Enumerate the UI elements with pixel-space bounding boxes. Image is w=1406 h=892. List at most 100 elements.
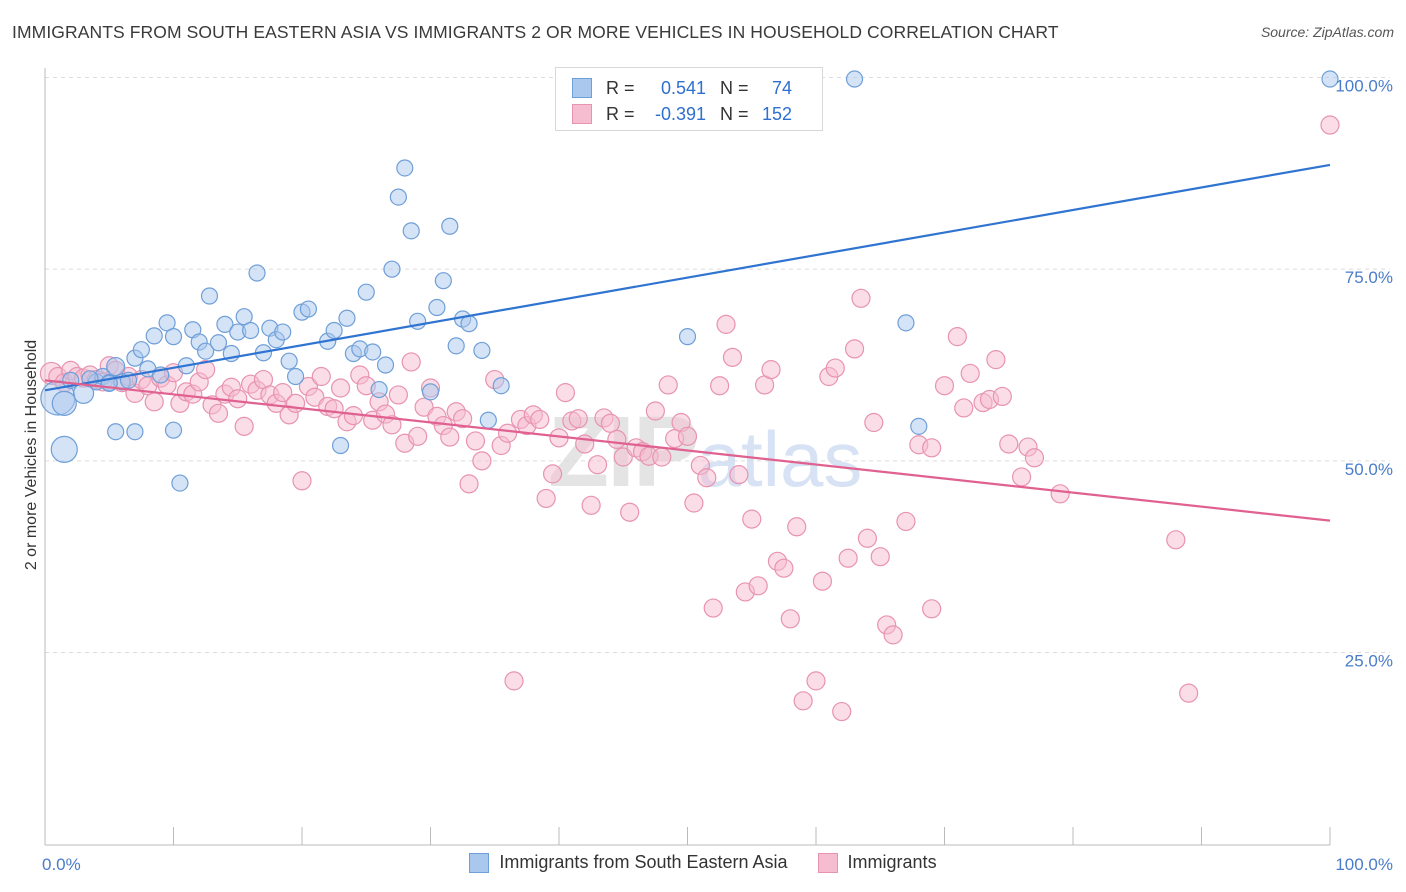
legend-item-south-eastern-asia[interactable]: Immigrants from South Eastern Asia [469,852,788,873]
data-point-south-eastern-asia [248,264,266,282]
data-point-immigrants [542,464,563,484]
data-point-immigrants [684,493,704,513]
data-point-south-eastern-asia [50,435,78,463]
data-point-immigrants [530,409,550,430]
data-point-immigrants [658,375,678,395]
gridlines [45,77,1390,654]
data-point-immigrants [652,447,672,467]
data-point-south-eastern-asia [897,314,915,332]
data-point-south-eastern-asia [242,321,260,340]
data-point-immigrants [806,671,826,691]
data-point-immigrants [555,383,576,403]
y-tick-label: 50.0% [1345,460,1393,479]
data-point-immigrants [388,385,408,405]
blue-swatch [572,78,592,98]
r-label: R = [606,103,635,124]
data-point-immigrants [922,438,942,458]
data-point-south-eastern-asia [447,337,465,355]
data-point-immigrants [330,378,351,398]
data-point-immigrants [472,451,492,471]
data-point-immigrants [1166,530,1186,550]
data-point-immigrants [459,474,479,494]
data-point-immigrants [851,288,871,308]
data-point-south-eastern-asia [132,341,150,359]
data-point-immigrants [234,416,254,436]
data-point-immigrants [504,671,524,691]
data-point-immigrants [498,423,518,443]
y-axis-label: 2 or more Vehicles in Household [23,340,40,570]
data-point-immigrants [748,576,768,596]
data-point-immigrants [440,427,460,447]
data-point-south-eastern-asia [402,222,420,240]
data-point-immigrants [710,376,730,396]
data-point-immigrants [992,386,1012,407]
pink-swatch [572,104,592,124]
legend-item-immigrants[interactable]: Immigrants [817,852,937,873]
data-point-immigrants [922,599,942,619]
data-point-immigrants [703,598,723,618]
data-point-south-eastern-asia [441,217,459,235]
chart-title: IMMIGRANTS FROM SOUTH EASTERN ASIA VS IM… [12,22,1059,42]
data-point-immigrants [999,434,1019,454]
data-point-south-eastern-asia [299,300,318,318]
data-point-south-eastern-asia [209,334,228,352]
stats-row-pink: R = -0.391 N = 152 [572,102,792,126]
data-point-immigrants [292,471,312,491]
data-point-south-eastern-asia [678,328,697,346]
n-value: 74 [771,77,792,98]
data-point-immigrants [453,409,473,429]
data-point-south-eastern-asia [338,309,356,327]
data-point-immigrants [196,360,216,380]
data-point-immigrants [144,392,164,412]
data-point-immigrants [600,413,621,433]
data-point-immigrants [607,429,627,449]
data-point-immigrants [934,376,955,396]
data-point-immigrants [832,701,852,722]
n-label: N = [720,77,749,98]
data-point-south-eastern-asia [126,423,144,441]
data-point-immigrants [645,401,665,421]
data-point-south-eastern-asia [364,343,382,361]
data-point-south-eastern-asia [106,356,126,377]
y-tick-label: 100.0% [1335,77,1393,96]
data-point-south-eastern-asia [331,436,350,455]
data-point-south-eastern-asia [145,327,163,345]
tick-labels: 25.0% 50.0% 75.0% 100.0% 0.0% 100.0% [42,77,1393,875]
data-point-immigrants [787,517,807,537]
data-point-immigrants [838,548,858,568]
data-point-immigrants [581,495,601,515]
trend-line-south-eastern-asia [44,163,1331,392]
data-point-south-eastern-asia [325,321,343,340]
data-point-south-eastern-asia [171,474,189,492]
data-point-south-eastern-asia [274,323,292,341]
data-point-immigrants [568,409,588,429]
data-point-immigrants [742,509,762,529]
legend-swatch-blue [469,852,490,873]
series-immigrants [39,115,1340,722]
data-point-immigrants [774,558,794,578]
data-point-immigrants [844,339,865,359]
series-legend: Immigrants from South Eastern Asia Immig… [0,852,1406,873]
data-point-south-eastern-asia [845,70,864,88]
data-point-south-eastern-asia [434,272,452,290]
data-point-south-eastern-asia [164,421,183,439]
x-tick-label: 100.0% [1335,855,1393,874]
n-value: 152 [761,103,792,124]
data-point-immigrants [311,366,331,387]
data-point-south-eastern-asia [216,315,234,333]
r-value: -0.391 [654,103,706,124]
legend-swatch-pink [817,852,838,873]
data-point-immigrants [408,426,428,446]
legend-label: Immigrants from South Eastern Asia [499,852,788,872]
data-point-immigrants [401,352,421,372]
data-point-immigrants [208,403,229,423]
watermark: ZIPatlas [548,395,862,510]
data-point-immigrants [986,350,1006,370]
data-point-immigrants [228,389,248,409]
data-point-immigrants [697,468,717,488]
data-point-south-eastern-asia [396,159,414,177]
r-value: 0.541 [660,77,706,98]
data-point-south-eastern-asia [164,328,183,346]
data-point-south-eastern-asia [383,260,401,278]
